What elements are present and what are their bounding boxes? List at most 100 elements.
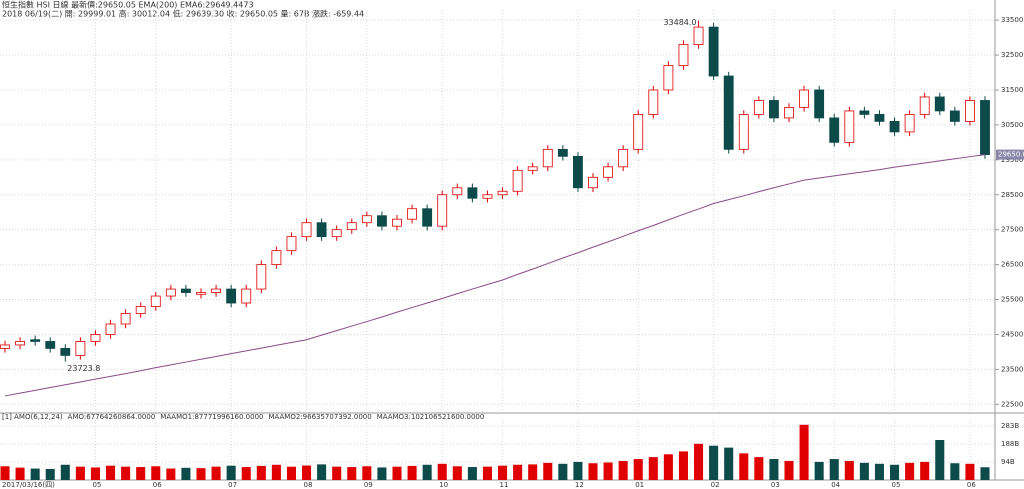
- y-tick-label: 26500: [1001, 261, 1023, 269]
- volume-bar: [136, 467, 146, 480]
- y-tick-label: 22500: [1001, 400, 1023, 408]
- candle-body: [120, 313, 131, 325]
- volume-bar: [302, 465, 312, 480]
- y-tick-label: 283B: [1001, 422, 1019, 430]
- candle-body: [0, 344, 10, 349]
- volume-bar: [422, 464, 432, 480]
- y-tick-label: 25500: [1001, 296, 1023, 304]
- candle-body: [889, 121, 900, 133]
- volume-bar: [121, 466, 131, 480]
- volume-bar: [648, 457, 658, 480]
- annotation: 33484.0: [663, 18, 696, 27]
- x-tick-label: 05: [92, 481, 101, 489]
- candle-body: [452, 187, 463, 196]
- volume-bar: [286, 466, 296, 480]
- volume-bar: [663, 454, 673, 480]
- volume-bar: [935, 440, 945, 480]
- candle-body: [738, 114, 749, 150]
- x-tick-label: 10: [439, 481, 448, 489]
- volume-bar: [618, 460, 628, 480]
- candle-body: [150, 295, 161, 307]
- x-tick-label: 01: [635, 481, 644, 489]
- candle-body: [346, 222, 357, 231]
- volume-bar: [754, 457, 764, 480]
- volume-bar: [859, 462, 869, 480]
- volume-bar: [588, 463, 598, 480]
- volume-bar: [724, 447, 734, 480]
- candle-body: [392, 218, 402, 227]
- candle-body: [135, 306, 146, 314]
- candle-body: [376, 215, 387, 227]
- y-tick-label: 24500: [1001, 330, 1023, 338]
- candle-body: [934, 96, 945, 112]
- candle-body: [90, 334, 101, 342]
- volume-header: MAAMO2:96635707392.0000: [268, 413, 371, 421]
- y-tick-label: 28500: [1001, 191, 1023, 199]
- candle-body: [573, 155, 583, 189]
- candle-body: [482, 194, 493, 199]
- candle-body: [542, 148, 553, 168]
- x-tick-label: 2017/03/16(四): [2, 481, 55, 489]
- ema-line: [4, 154, 986, 397]
- volume-bar: [709, 445, 719, 480]
- candle-body: [965, 100, 975, 122]
- volume-bar: [166, 468, 176, 480]
- volume-header: MAAMO1:87771996160.0000: [160, 413, 263, 421]
- candle-body: [211, 288, 222, 293]
- x-tick-label: 03: [771, 481, 780, 489]
- volume-bar: [965, 463, 975, 480]
- x-tick-label: 11: [500, 481, 509, 489]
- volume-bar: [181, 467, 191, 480]
- candle-body: [271, 250, 282, 266]
- candle-body: [226, 288, 237, 304]
- candle-body: [814, 89, 825, 119]
- candle-body: [256, 264, 267, 290]
- candle-body: [769, 100, 779, 119]
- volume-bar: [558, 463, 568, 480]
- volume-bar: [528, 464, 538, 480]
- candle-body: [497, 190, 508, 196]
- volume-bar: [633, 459, 643, 480]
- candle-body: [30, 339, 41, 342]
- volume-bar: [377, 467, 387, 480]
- volume-bar: [739, 453, 749, 480]
- candle-body: [15, 341, 26, 346]
- y-tick-label: 27500: [1001, 226, 1023, 234]
- candle-body: [512, 169, 523, 192]
- candle-body: [422, 208, 433, 227]
- y-tick-label: 32500: [1001, 51, 1023, 59]
- volume-bar: [241, 467, 251, 480]
- candle-body: [105, 323, 116, 335]
- volume-bar: [30, 468, 40, 480]
- volume-bar: [45, 468, 55, 480]
- candle-body: [241, 288, 252, 304]
- candle-body: [588, 176, 598, 189]
- volume-bar: [814, 461, 824, 480]
- x-tick-label: 02: [711, 481, 720, 489]
- candle-body: [331, 229, 342, 238]
- volume-bar: [256, 465, 266, 480]
- candle-body: [949, 110, 960, 122]
- volume-bar: [452, 466, 462, 480]
- y-tick-label: 31500: [1001, 86, 1023, 94]
- volume-header: AMO:67764260864.0000: [68, 413, 156, 421]
- x-tick-label: 06: [967, 481, 976, 489]
- candle-body: [361, 215, 372, 224]
- volume-bar: [482, 466, 492, 480]
- volume-bar: [75, 466, 85, 480]
- volume-bar: [392, 466, 402, 480]
- x-tick-label: 05: [892, 481, 901, 489]
- y-tick-label: 23500: [1001, 365, 1023, 373]
- last-price-box: [996, 149, 1024, 160]
- volume-bar: [694, 443, 704, 480]
- candle-body: [618, 148, 629, 168]
- volume-bar: [407, 465, 417, 480]
- volume-bar: [437, 463, 447, 480]
- volume-bar: [60, 464, 70, 480]
- candle-body: [286, 236, 297, 252]
- volume-header: MAAMO3:102106521600.0000: [377, 413, 485, 421]
- candle-body: [693, 26, 704, 45]
- x-tick-label: 08: [304, 481, 313, 489]
- volume-bar: [106, 465, 116, 480]
